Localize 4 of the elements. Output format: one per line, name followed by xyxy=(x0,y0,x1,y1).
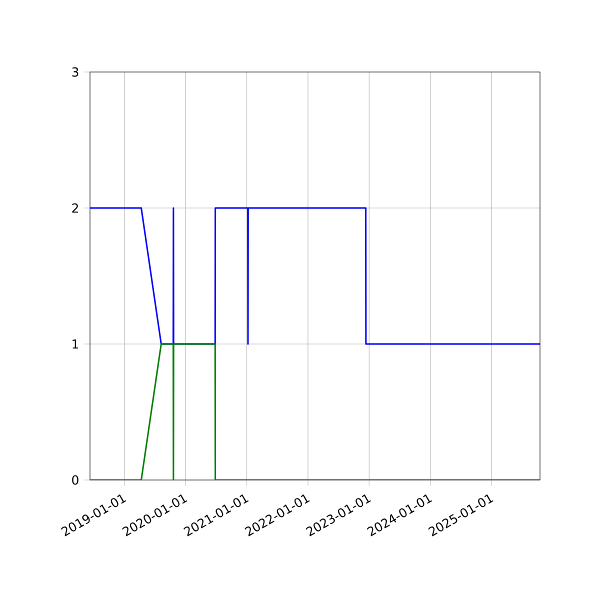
y-tick-label: 1 xyxy=(72,339,78,349)
y-tick-label: 2 xyxy=(72,203,78,213)
y-tick-label: 0 xyxy=(72,475,78,485)
y-tick-label: 3 xyxy=(72,67,78,77)
